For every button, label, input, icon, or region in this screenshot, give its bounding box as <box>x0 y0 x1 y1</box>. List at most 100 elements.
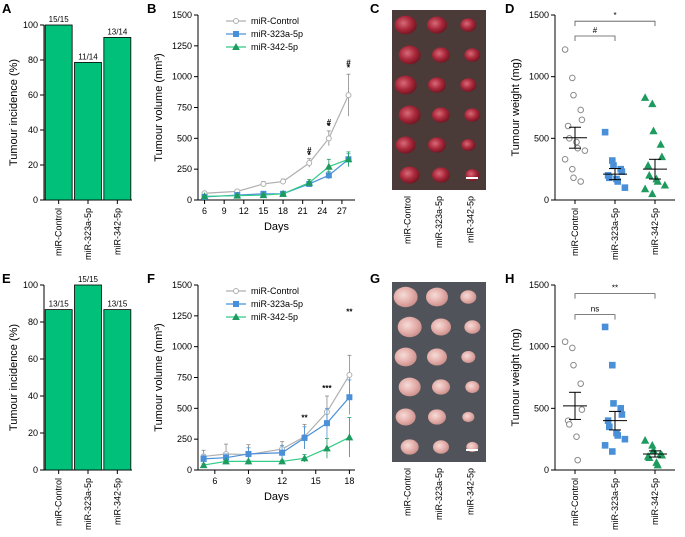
y-tick-label: 0 <box>544 465 549 475</box>
legend-label: miR-323a-5p <box>251 299 303 309</box>
tumour <box>400 439 419 455</box>
data-point <box>609 361 616 369</box>
data-point <box>561 46 569 53</box>
x-axis-title: Days <box>264 221 290 233</box>
y-tick-label: 1000 <box>529 342 549 352</box>
tumour <box>395 136 416 154</box>
tumour <box>464 48 481 62</box>
y-tick-label: 100 <box>23 280 38 290</box>
tumour <box>393 286 418 308</box>
data-point <box>570 174 577 182</box>
tumour <box>432 47 450 63</box>
bar <box>44 24 73 201</box>
legend-label: miR-Control <box>251 16 299 26</box>
y-tick-label: 500 <box>177 403 192 413</box>
tumour <box>394 75 417 95</box>
data-point <box>640 93 650 101</box>
y-tick-label: 1500 <box>172 10 192 20</box>
y-axis-title: Tumour incidence (%) <box>8 324 20 431</box>
y-tick-label: 40 <box>28 391 38 401</box>
tumour <box>461 351 476 363</box>
bar-value-label: 15/15 <box>49 15 70 24</box>
data-point <box>566 135 573 142</box>
data-point <box>278 457 286 465</box>
y-tick-label: 0 <box>544 195 549 205</box>
y-tick-label: 20 <box>28 160 38 170</box>
x-tick-label: 6 <box>202 206 207 216</box>
data-point <box>648 99 657 108</box>
significance-mark: * <box>327 122 331 131</box>
panel-label-g: G <box>370 271 380 286</box>
significance-label: ** <box>612 284 618 293</box>
significance-mark: *** <box>322 384 332 393</box>
y-tick-label: 0 <box>33 195 38 205</box>
data-point <box>606 174 613 182</box>
data-point <box>621 435 629 443</box>
tumour <box>427 348 447 366</box>
data-point <box>610 400 617 407</box>
data-point <box>653 460 662 469</box>
x-tick-label: 12 <box>277 476 287 486</box>
y-axis-title: Tumour weight (mg) <box>510 58 522 156</box>
chart-e: 0 20 40 60 80 100 Tumour incidence (%) 13/15 miR… <box>8 275 132 530</box>
legend-label: miR-323a-5p <box>251 29 303 39</box>
tumour <box>464 320 481 334</box>
data-point <box>609 448 616 455</box>
y-tick-label: 1250 <box>172 311 192 321</box>
tumour <box>461 139 476 151</box>
panel-label-e: E <box>2 271 11 286</box>
photo-column-label: miR-Control <box>403 468 413 516</box>
bar <box>44 309 73 471</box>
data-point <box>564 122 572 130</box>
y-tick-label: 100 <box>23 20 38 30</box>
significance-mark: * <box>347 64 351 73</box>
data-point <box>643 161 653 169</box>
y-tick-label: 0 <box>187 195 192 205</box>
photo-column-label: miR-342-5p <box>465 196 475 243</box>
chart-d: 0 500 1000 1500 Tumour weight (mg) miR-Contro… <box>510 10 675 260</box>
data-point <box>260 180 267 187</box>
photo-column-label: miR-Control <box>403 196 413 244</box>
data-point <box>569 74 576 82</box>
series-line <box>204 94 350 194</box>
x-tick-label: 9 <box>246 476 251 486</box>
data-point <box>222 457 230 465</box>
data-point <box>346 394 353 401</box>
chart-b: 0 250 500 750 1000 1250 1500 6 9 12 15 18 21 24 27 Days… <box>153 10 355 233</box>
tumour <box>432 379 450 395</box>
data-point <box>569 165 576 173</box>
tumour <box>428 77 446 93</box>
bar-value-label: 13/14 <box>107 27 128 36</box>
data-point <box>300 454 309 462</box>
data-point <box>324 162 333 170</box>
bar-value-label: 15/15 <box>78 275 99 284</box>
x-tick-label: 12 <box>239 206 249 216</box>
y-tick-label: 80 <box>28 55 38 65</box>
data-point <box>606 423 613 431</box>
y-tick-label: 1500 <box>529 10 549 20</box>
x-tick-label: miR-323a-5p <box>83 208 93 260</box>
tumour <box>460 18 477 32</box>
x-tick-label: 24 <box>317 206 327 216</box>
panel-label-h: H <box>505 271 514 286</box>
data-point <box>279 189 287 197</box>
tumour <box>399 166 420 184</box>
data-point <box>323 444 331 452</box>
data-point <box>578 406 586 413</box>
tumour <box>394 15 417 35</box>
x-tick-label: miR-323a-5p <box>610 478 620 530</box>
y-tick-label: 250 <box>177 434 192 444</box>
data-point <box>561 338 569 346</box>
x-tick-label: 15 <box>258 206 268 216</box>
tumour <box>432 107 450 123</box>
panel-label-a: A <box>2 1 12 16</box>
y-tick-label: 1000 <box>529 72 549 82</box>
data-point <box>660 180 670 189</box>
y-tick-label: 60 <box>28 354 38 364</box>
significance-mark: # <box>327 118 332 127</box>
chart-h: 0 500 1000 1500 Tumour weight (mg) miR-Contro… <box>510 280 675 530</box>
y-tick-label: 0 <box>187 465 192 475</box>
x-tick-label: 15 <box>311 476 321 486</box>
data-point <box>245 450 252 457</box>
data-point <box>199 461 208 469</box>
